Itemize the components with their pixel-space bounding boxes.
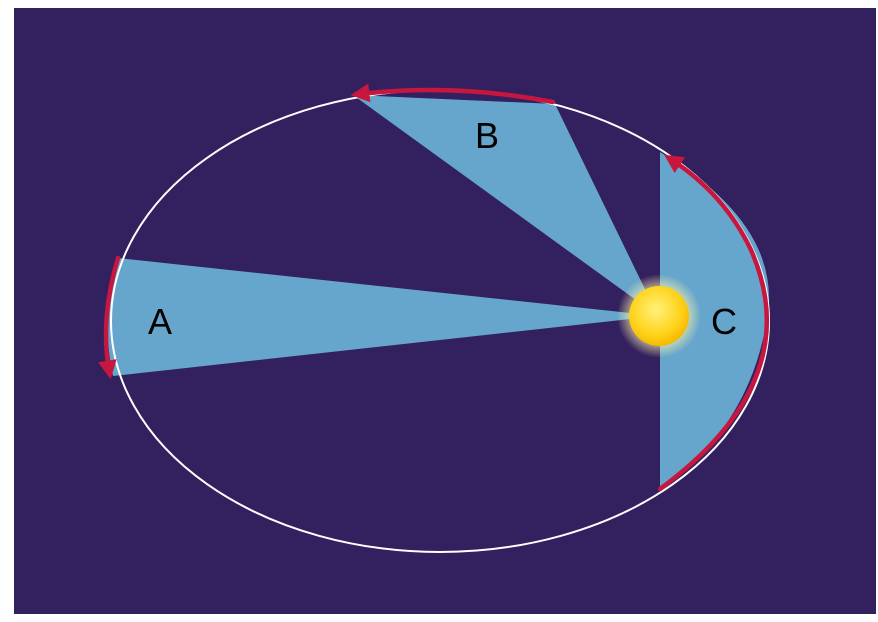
arc-arrow-c bbox=[657, 154, 770, 492]
sector-a-area bbox=[113, 258, 658, 376]
arc-arrow-b bbox=[350, 83, 556, 105]
sun-icon bbox=[629, 286, 689, 346]
sector-label-b: B bbox=[475, 115, 499, 156]
sector-label-c: C bbox=[711, 301, 737, 342]
sector-b-area bbox=[353, 95, 658, 316]
arc-arrow-a bbox=[98, 255, 121, 380]
sector-a-edge bbox=[107, 258, 140, 376]
sector-label-a: A bbox=[148, 301, 172, 342]
